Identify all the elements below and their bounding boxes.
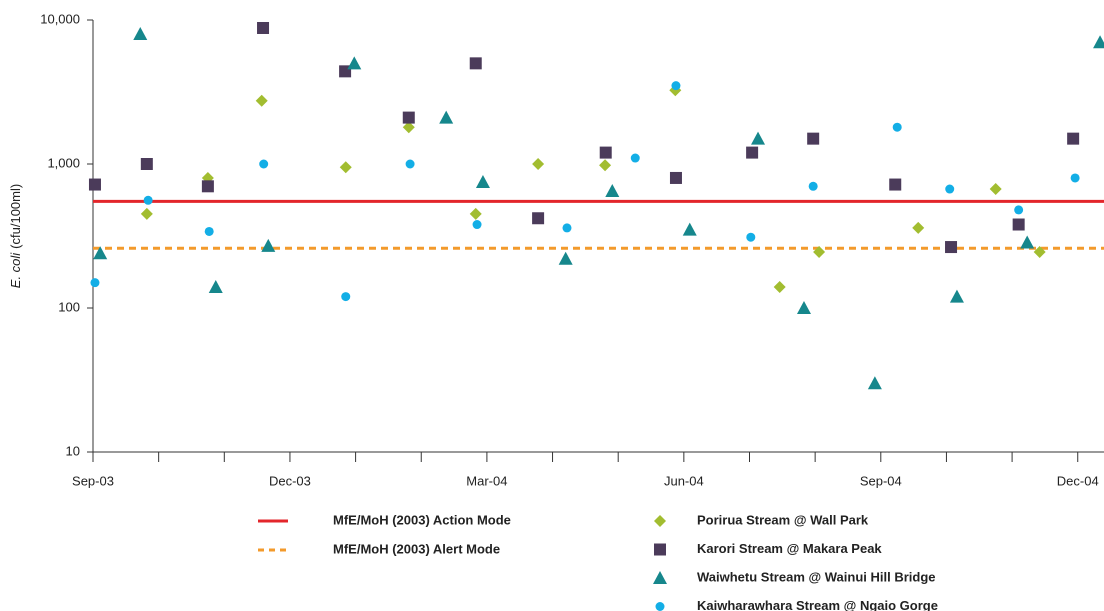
point: [90, 278, 100, 288]
point: [945, 184, 955, 194]
point: [558, 251, 573, 265]
point: [808, 181, 818, 191]
point: [751, 131, 766, 145]
point: [892, 122, 902, 132]
point: [599, 159, 612, 172]
x-tick-label: Sep-04: [860, 473, 902, 488]
point: [469, 207, 482, 220]
point: [208, 279, 223, 293]
point: [562, 223, 572, 233]
point: [532, 212, 545, 225]
point: [259, 159, 269, 169]
point: [261, 238, 276, 252]
legend-label: Kaiwharawhara Stream @ Ngaio Gorge: [697, 598, 938, 611]
y-axis-label-italic: E. coli: [8, 252, 23, 289]
point: [671, 81, 681, 91]
x-tick-label: Dec-03: [269, 473, 311, 488]
legend-marker: [654, 543, 666, 556]
point: [682, 222, 697, 236]
point: [669, 171, 682, 184]
legend-label: Waiwhetu Stream @ Wainui Hill Bridge: [697, 569, 936, 584]
point: [339, 161, 352, 174]
point: [472, 220, 482, 230]
legend-label: Karori Stream @ Makara Peak: [697, 541, 882, 556]
x-tick-label: Jun-04: [664, 473, 704, 488]
point: [1014, 205, 1024, 215]
point: [1033, 245, 1046, 258]
y-tick-label: 10,000: [40, 11, 80, 26]
point: [605, 183, 620, 197]
point: [347, 56, 362, 70]
legend-label: Porirua Stream @ Wall Park: [697, 512, 869, 527]
x-tick-label: Dec-04: [1057, 473, 1099, 488]
point: [204, 226, 214, 236]
point: [989, 183, 1002, 196]
point: [1012, 218, 1025, 231]
point: [469, 57, 482, 70]
point: [439, 110, 454, 124]
point: [945, 241, 958, 254]
point: [1070, 173, 1080, 183]
point: [143, 195, 153, 205]
point: [532, 158, 545, 170]
x-tick-label: Mar-04: [466, 473, 507, 488]
legend-label: MfE/MoH (2003) Alert Mode: [333, 541, 500, 556]
point: [88, 178, 101, 191]
point: [813, 245, 826, 258]
point: [1020, 235, 1035, 249]
point: [599, 146, 612, 159]
x-tick-label: Sep-03: [72, 473, 114, 488]
point: [475, 174, 490, 188]
point: [405, 159, 415, 169]
legend-marker: [653, 571, 667, 584]
legend-label: MfE/MoH (2003) Action Mode: [333, 512, 511, 527]
y-tick-label: 10: [66, 443, 80, 458]
point: [402, 111, 415, 124]
y-axis-label: E. coli (cfu/100ml): [8, 184, 23, 288]
point: [93, 246, 108, 260]
point: [140, 158, 153, 170]
point: [1067, 132, 1080, 145]
point: [402, 121, 415, 134]
y-axis-label-units: (cfu/100ml): [8, 184, 23, 249]
point: [133, 26, 148, 40]
point: [255, 94, 268, 107]
point: [912, 221, 925, 234]
point: [796, 301, 811, 314]
point: [201, 180, 214, 193]
point: [949, 289, 964, 303]
point: [807, 132, 820, 145]
point: [630, 153, 640, 163]
point: [257, 21, 270, 34]
y-tick-label: 100: [58, 299, 80, 314]
point: [1093, 35, 1104, 49]
legend-marker: [654, 515, 666, 527]
y-tick-label: 1,000: [47, 155, 80, 170]
point: [140, 207, 153, 220]
point: [341, 292, 351, 302]
point: [889, 178, 902, 191]
legend-marker: [655, 602, 665, 611]
point: [746, 146, 759, 159]
point: [746, 232, 756, 242]
point: [773, 280, 786, 293]
point: [867, 376, 882, 390]
